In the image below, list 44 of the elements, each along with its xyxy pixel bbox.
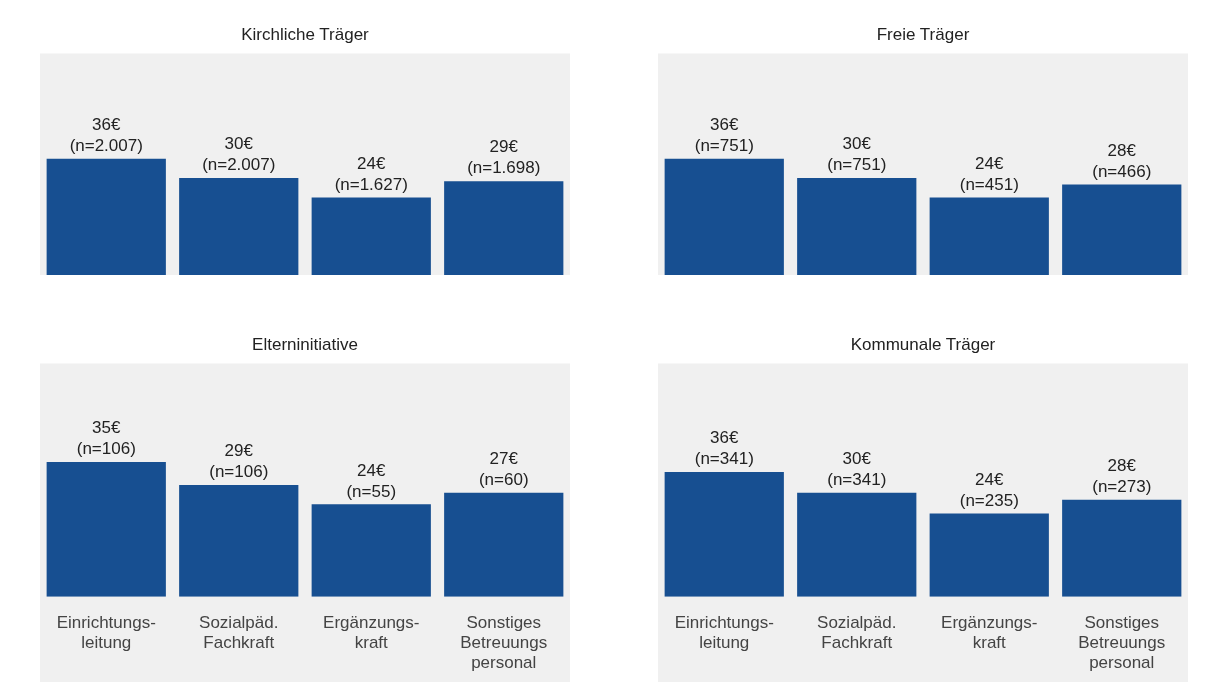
x-tick-label: Ergänzungs-kraft xyxy=(941,612,1038,653)
bar xyxy=(1062,499,1182,597)
bar xyxy=(664,471,784,597)
chart-title: Kommunale Träger xyxy=(850,334,996,354)
bar xyxy=(664,158,784,275)
x-tick-label: Ergänzungs-kraft xyxy=(323,612,420,653)
chart-title: Kirchliche Träger xyxy=(241,24,370,44)
x-tick-label: Einrichtungs-leitung xyxy=(56,612,156,653)
data-label: 24€ (n=1.627) xyxy=(334,153,408,194)
bar xyxy=(311,197,431,275)
bar xyxy=(929,513,1049,597)
data-label: 30€ (n=341) xyxy=(827,448,887,489)
bar xyxy=(46,461,166,597)
bar xyxy=(179,178,299,275)
bar xyxy=(311,504,431,597)
data-label: 27€ (n=60) xyxy=(478,448,529,489)
data-label: 28€ (n=273) xyxy=(1092,455,1152,496)
data-label: 30€ (n=751) xyxy=(827,134,887,175)
chart-title: Freie Träger xyxy=(876,24,970,44)
bar xyxy=(929,197,1049,275)
x-tick-label: Sozialpäd. Fachkraft xyxy=(817,612,897,653)
x-tick-label: Sonstiges Betreuungs personal xyxy=(460,612,548,673)
data-label: 36€ (n=751) xyxy=(694,114,754,155)
data-label: 24€ (n=55) xyxy=(346,460,397,501)
data-label: 24€ (n=235) xyxy=(959,469,1019,510)
data-label: 30€ (n=2.007) xyxy=(202,134,276,175)
bar xyxy=(797,492,917,597)
data-label: 35€ (n=106) xyxy=(76,418,136,459)
bar xyxy=(444,181,564,275)
bar xyxy=(1062,184,1182,275)
bar xyxy=(444,492,564,597)
data-label: 36€ (n=341) xyxy=(694,428,754,469)
data-label: 36€ (n=2.007) xyxy=(69,114,143,155)
bar xyxy=(797,178,917,275)
chart-title: Elterninitiative xyxy=(252,334,358,354)
data-label: 28€ (n=466) xyxy=(1092,140,1152,181)
x-tick-label: Sonstiges Betreuungs personal xyxy=(1078,612,1166,673)
data-label: 29€ (n=106) xyxy=(209,441,269,482)
x-tick-label: Einrichtungs-leitung xyxy=(674,612,774,653)
bar xyxy=(46,158,166,275)
x-tick-label: Sozialpäd. Fachkraft xyxy=(199,612,279,653)
bar xyxy=(179,485,299,597)
data-label: 24€ (n=451) xyxy=(959,153,1019,194)
data-label: 29€ (n=1.698) xyxy=(467,137,541,178)
